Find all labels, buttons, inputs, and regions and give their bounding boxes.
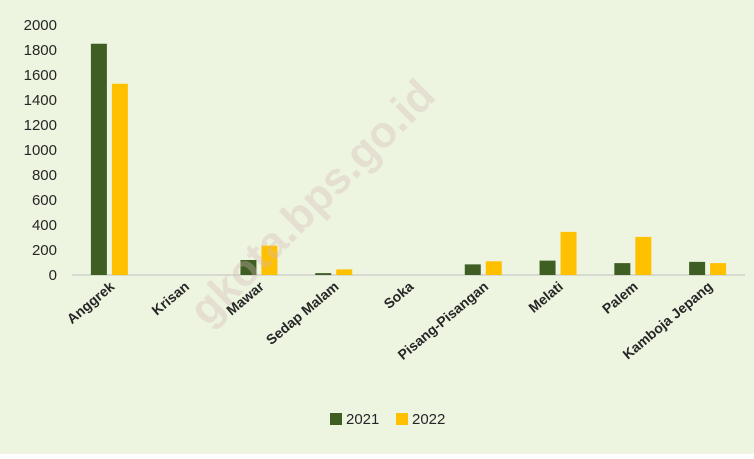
bar [336,269,353,275]
y-tick-label: 1400 [24,92,57,109]
bar [111,83,128,275]
y-tick-label: 1800 [24,42,57,59]
y-tick-label: 1200 [24,117,57,134]
bar [240,260,257,275]
bar [635,236,652,275]
legend: 2021 2022 [330,411,445,428]
y-tick-label: 0 [49,267,57,284]
legend-label: 2021 [346,411,379,428]
legend-swatch [330,413,342,425]
bar [689,261,706,275]
y-tick-label: 600 [32,192,57,209]
bar [539,260,556,275]
bar [710,263,727,275]
bar [614,263,631,275]
y-axis: 0 200 400 600 800 1000 1200 1400 1600 1800 2000 [24,17,57,284]
bar [485,261,502,275]
y-tick-label: 800 [32,167,57,184]
legend-swatch [396,413,408,425]
bar [90,43,107,275]
legend-label: 2022 [412,411,445,428]
bar [560,231,577,275]
y-tick-label: 400 [32,217,57,234]
y-tick-label: 1600 [24,67,57,84]
bar [464,264,481,275]
y-tick-label: 200 [32,242,57,259]
y-tick-label: 2000 [24,17,57,34]
y-tick-label: 1000 [24,142,57,159]
bars [90,43,727,275]
bar [315,273,332,275]
bar [261,245,278,275]
